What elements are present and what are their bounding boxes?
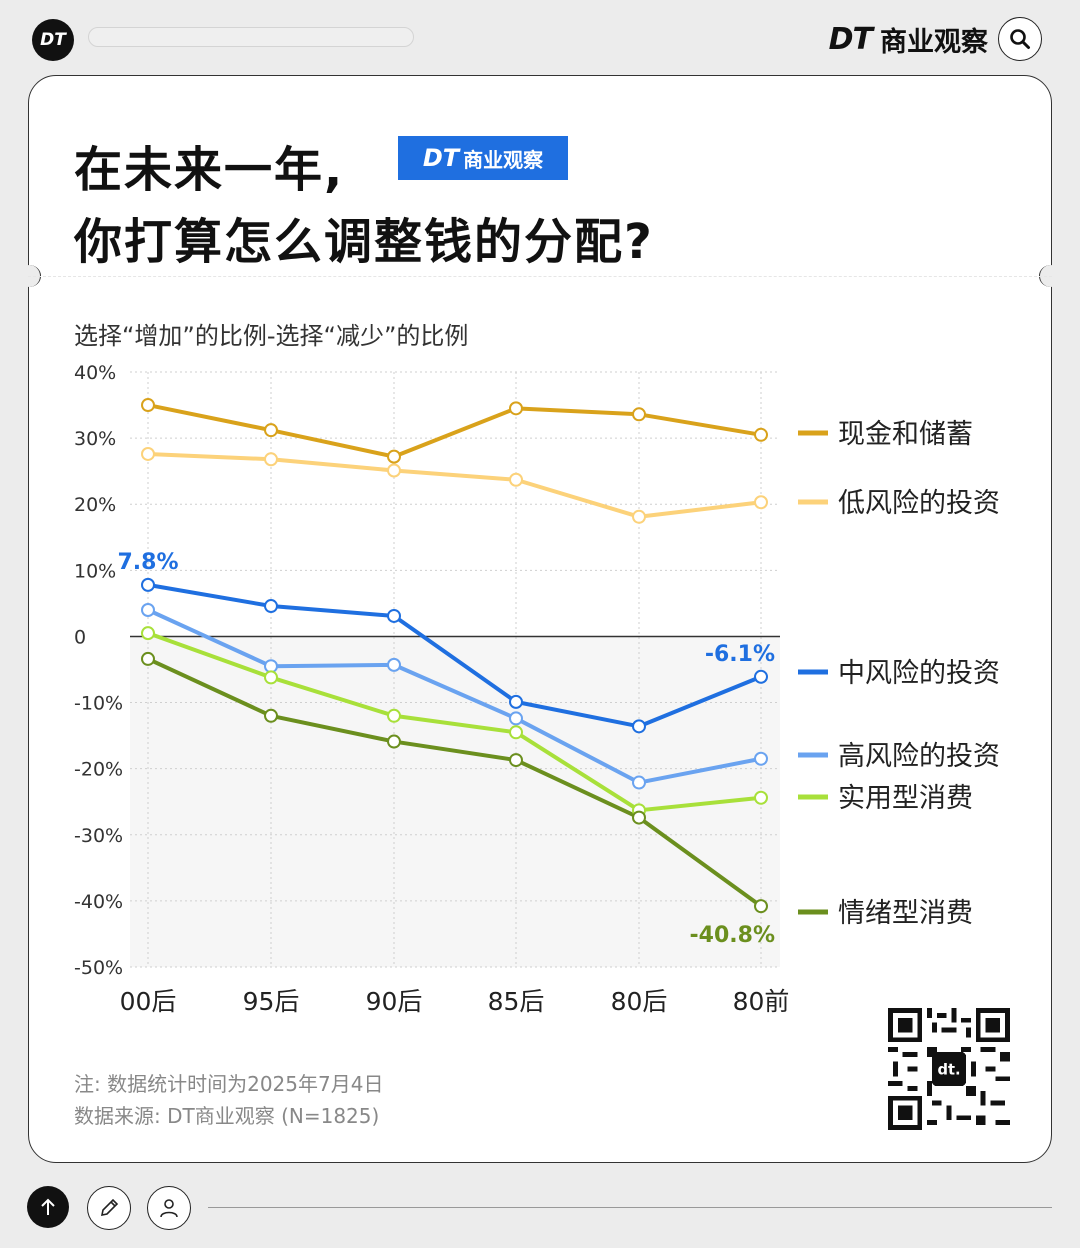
chart-subtitle: 选择“增加”的比例-选择“减少”的比例	[74, 322, 469, 350]
data-point	[387, 608, 401, 623]
data-point	[141, 398, 155, 413]
data-point	[754, 427, 768, 442]
data-point	[264, 423, 278, 438]
top-bar: DT DT 商业观察	[0, 0, 1080, 78]
search-icon	[1010, 29, 1030, 49]
title-line-2: 你打算怎么调整钱的分配?	[74, 214, 654, 270]
y-tick-label: 0	[74, 626, 86, 648]
y-tick-label: 40%	[74, 362, 116, 384]
x-tick-label: 80后	[611, 987, 668, 1016]
data-point	[754, 669, 768, 684]
data-point	[632, 509, 646, 524]
data-point	[632, 719, 646, 734]
scroll-top-button[interactable]	[27, 1186, 69, 1228]
y-tick-label: 10%	[74, 560, 116, 582]
data-point	[509, 725, 523, 740]
data-point	[141, 577, 155, 592]
data-point	[141, 651, 155, 666]
chart-source: 数据来源: DT商业观察 (N=1825)	[74, 1104, 380, 1128]
legend-label: 现金和储蓄	[838, 419, 973, 450]
data-point	[264, 659, 278, 674]
data-point	[141, 603, 155, 617]
y-tick-label: -10%	[74, 693, 123, 715]
series-line	[147, 631, 762, 813]
chart-note: 注: 数据统计时间为2025年7月4日	[74, 1072, 384, 1096]
x-tick-label: 80前	[733, 987, 790, 1016]
y-tick-label: 30%	[74, 428, 116, 450]
data-point	[387, 449, 401, 464]
legend-label: 中风险的投资	[838, 658, 1000, 689]
title-brand-badge: DT 商业观察	[398, 136, 568, 180]
search-button[interactable]	[998, 17, 1042, 61]
y-tick-label: 20%	[74, 494, 116, 516]
user-icon	[160, 1199, 178, 1218]
data-point	[509, 694, 523, 709]
data-point	[754, 899, 768, 914]
data-point	[387, 708, 401, 723]
bottom-divider	[208, 1207, 1052, 1208]
badge-dt: DT	[422, 144, 460, 172]
data-point	[509, 472, 523, 487]
data-point	[141, 626, 155, 641]
data-point	[509, 711, 523, 726]
y-tick-label: -30%	[74, 825, 123, 847]
data-point	[754, 495, 768, 510]
data-point	[754, 751, 768, 766]
profile-button[interactable]	[147, 1186, 191, 1230]
content-card	[28, 75, 1052, 1163]
data-point	[387, 734, 401, 749]
y-tick-label: -40%	[74, 891, 123, 913]
brand-dt: DT	[828, 21, 873, 57]
data-point	[264, 708, 278, 723]
data-point	[632, 775, 646, 790]
data-point	[264, 670, 278, 685]
data-label: 7.8%	[117, 550, 178, 575]
data-point	[509, 401, 523, 416]
series-line	[147, 608, 762, 785]
pencil-icon	[100, 1198, 119, 1217]
top-progress-pill	[88, 27, 414, 47]
data-label: -6.1%	[705, 642, 775, 667]
edit-button[interactable]	[87, 1186, 131, 1230]
data-point	[387, 463, 401, 478]
qr-code[interactable]: dt.	[888, 1008, 1010, 1130]
svg-text:dt.: dt.	[937, 1061, 960, 1078]
data-point	[632, 407, 646, 422]
dt-logo[interactable]: DT	[32, 19, 74, 61]
arrow-up-icon	[41, 1198, 55, 1215]
series-line	[147, 451, 762, 519]
data-point	[387, 657, 401, 672]
brand-title: DT 商业观察	[828, 21, 988, 58]
legend-label: 情绪型消费	[838, 898, 973, 929]
x-tick-label: 00后	[120, 987, 177, 1016]
data-point	[264, 452, 278, 467]
x-tick-label: 90后	[366, 987, 423, 1016]
data-point	[141, 446, 155, 461]
series-line	[147, 403, 762, 459]
x-tick-label: 85后	[488, 987, 545, 1016]
series-line	[147, 657, 763, 908]
x-tick-label: 95后	[243, 987, 300, 1016]
bottom-toolbar	[0, 1180, 1080, 1240]
badge-name: 商业观察	[463, 147, 544, 172]
data-label: -40.8%	[690, 923, 775, 948]
title-line-1: 在未来一年,	[74, 142, 345, 198]
y-tick-label: -50%	[74, 957, 123, 979]
negative-region-shade	[130, 636, 780, 967]
y-tick-label: -20%	[74, 759, 123, 781]
legend-label: 实用型消费	[838, 783, 973, 814]
legend-label: 高风险的投资	[838, 741, 1000, 772]
brand-name: 商业观察	[880, 26, 988, 58]
data-point	[754, 790, 768, 805]
data-point	[509, 753, 523, 768]
series-line	[147, 582, 762, 729]
card-divider	[28, 276, 1052, 277]
data-point	[264, 599, 278, 614]
data-point	[632, 810, 646, 825]
legend-label: 低风险的投资	[838, 488, 1000, 519]
